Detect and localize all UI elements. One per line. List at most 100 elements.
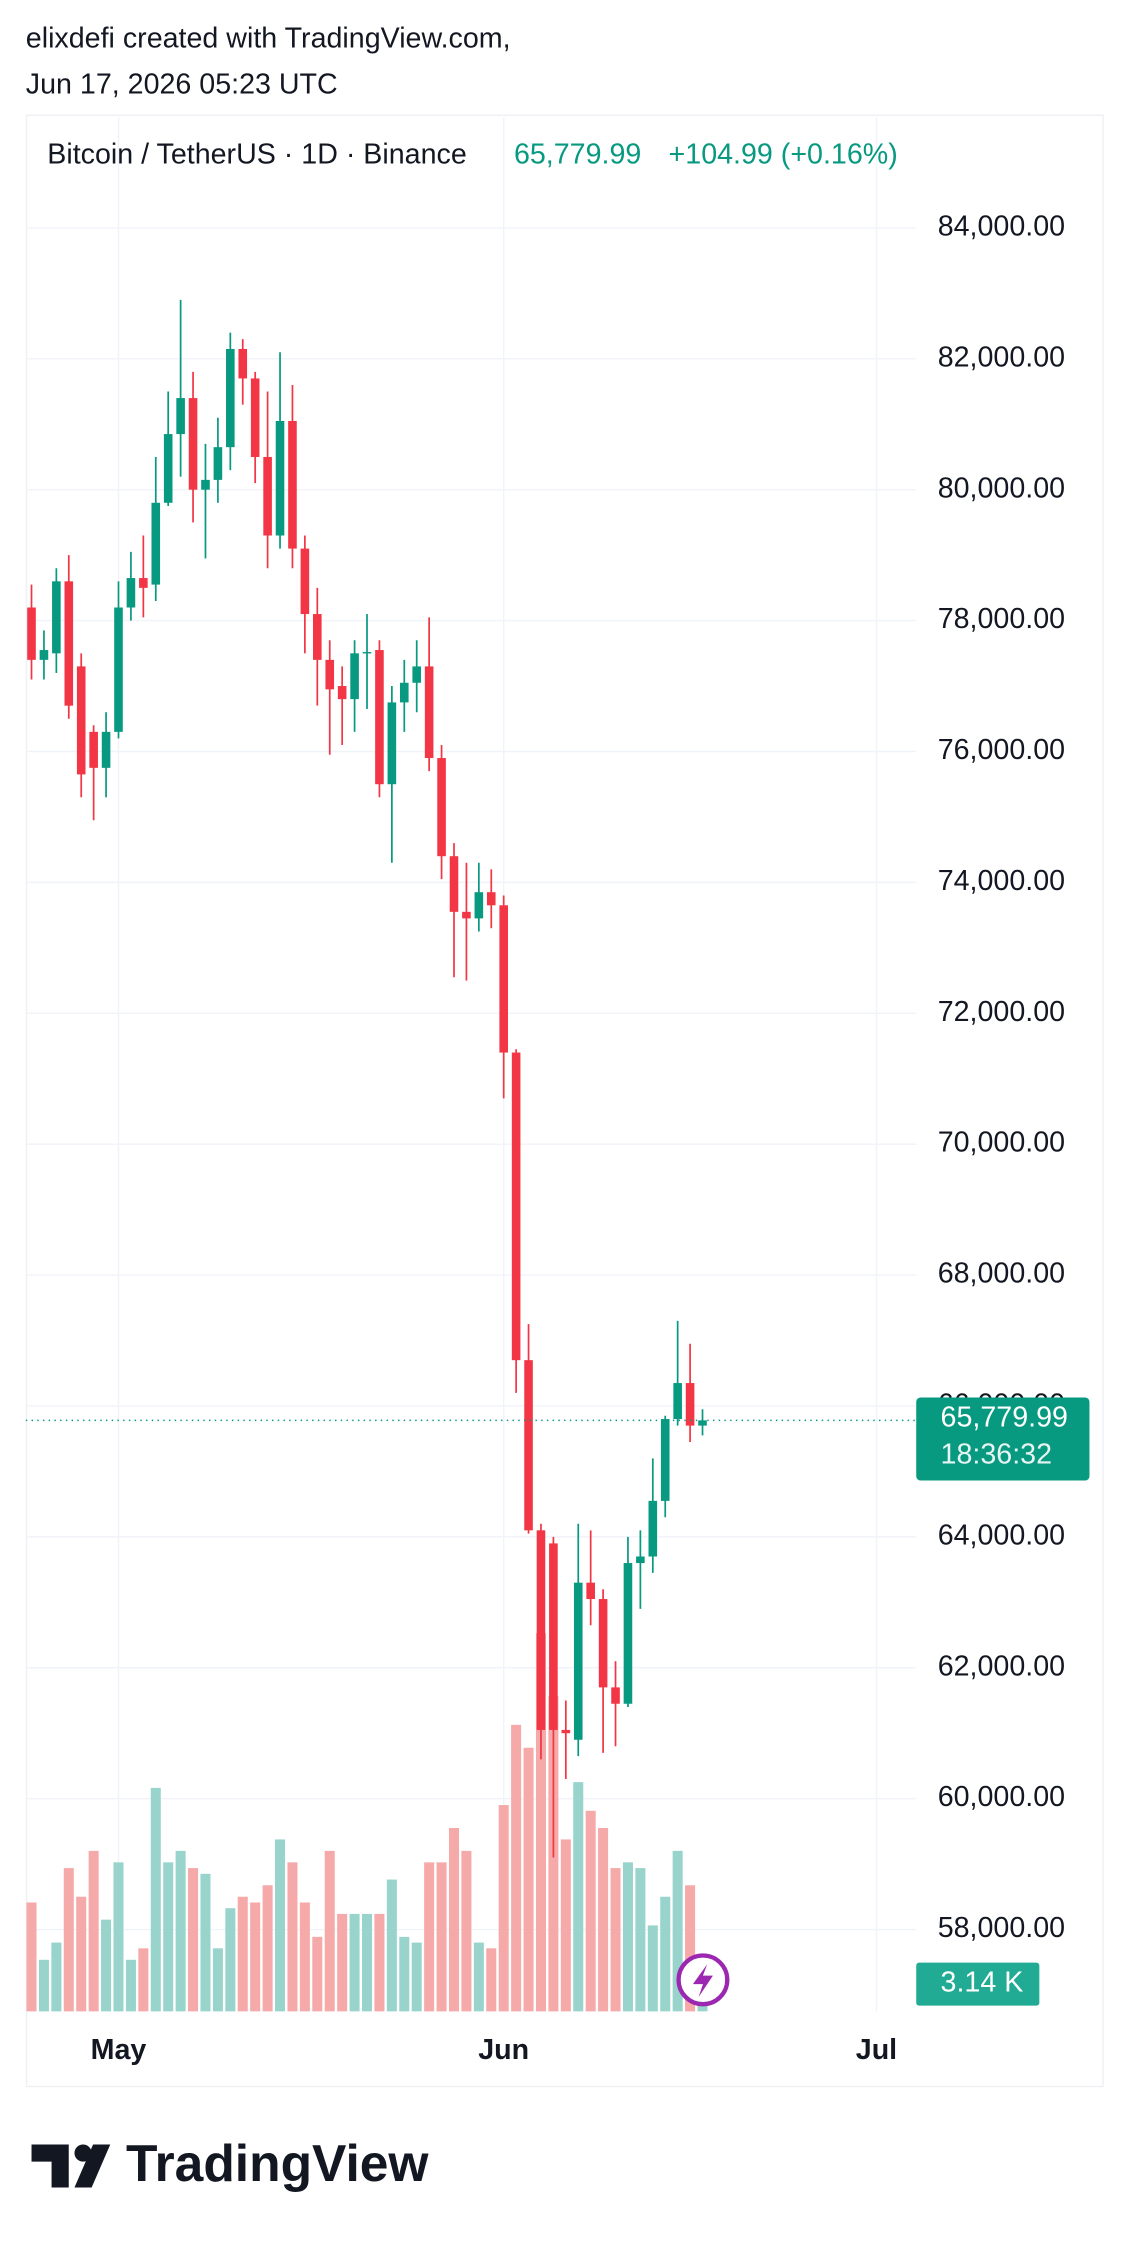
volume-bar: [262, 1885, 273, 2012]
volume-bar: [523, 1747, 534, 2012]
volume-bar: [250, 1902, 261, 2012]
volume-bar: [647, 1925, 658, 2012]
symbol: Bitcoin / TetherUS · 1D · Binance: [47, 139, 467, 171]
volume-bar: [237, 1896, 248, 2012]
volume-bar: [101, 1919, 112, 2012]
volume-bar: [188, 1868, 199, 2012]
candle-body: [362, 652, 372, 654]
brand: TradingView: [126, 2134, 429, 2192]
chart-frame: [25, 114, 1104, 2088]
volume-bar: [312, 1936, 323, 2012]
icon-bolt: [692, 1964, 713, 1998]
volume-bar: [324, 1850, 335, 2012]
candle-body: [325, 659, 335, 690]
candle-body: [573, 1582, 583, 1740]
candle-body: [263, 456, 272, 536]
candle-body: [201, 479, 210, 490]
header-change: +104.99 (+0.16%): [669, 139, 898, 171]
candle-body: [511, 1052, 521, 1361]
candle-body: [213, 447, 223, 480]
y-tick-label: 82,000.00: [938, 341, 1065, 373]
last-price-box: [916, 1397, 1090, 1481]
logo-dot: [74, 2144, 92, 2162]
volume-bar: [125, 1959, 136, 2012]
volume-bar: [38, 1959, 49, 2012]
volume-bar: [486, 1948, 497, 2012]
volume-bar: [386, 1879, 397, 2012]
volume-bar: [473, 1942, 484, 2012]
candle-body: [549, 1543, 558, 1730]
candle-body: [337, 686, 347, 700]
candle-body: [387, 702, 397, 785]
candle-body: [636, 1556, 645, 1564]
x-tick-label: Jun: [478, 2034, 529, 2066]
y-tick-label: 64,000.00: [938, 1519, 1065, 1551]
y-tick-label: 74,000.00: [938, 865, 1065, 897]
volume-bar: [88, 1850, 99, 2012]
volume-bar: [374, 1913, 385, 2012]
candle-body: [176, 398, 185, 435]
candle-body: [350, 653, 359, 700]
y-tick-label: 70,000.00: [938, 1127, 1065, 1159]
volume-bar: [411, 1942, 422, 2012]
volume-bar: [337, 1913, 348, 2012]
volume-label: 3.14 K: [941, 1967, 1024, 1999]
candle-body: [188, 398, 198, 490]
candle-body: [64, 581, 74, 706]
y-tick-label: 80,000.00: [938, 472, 1065, 504]
y-tick-label: 62,000.00: [938, 1650, 1065, 1682]
volume-bar: [672, 1850, 683, 2012]
candle-body: [424, 666, 434, 759]
volume-box: [916, 1962, 1040, 2006]
candle-body: [623, 1563, 633, 1704]
volume-bar: [51, 1942, 62, 2012]
y-tick-label: 78,000.00: [938, 603, 1065, 635]
volume-bar: [212, 1948, 223, 2012]
candle-body: [163, 434, 173, 503]
volume-pane: [26, 1633, 708, 2012]
volume-bar: [448, 1827, 460, 2012]
volume-bar: [424, 1862, 435, 2012]
y-tick-label: 68,000.00: [938, 1258, 1065, 1290]
candle-body: [449, 856, 459, 912]
y-tick-label: 76,000.00: [938, 734, 1065, 766]
timestamp: Jun 17, 2026 05:23 UTC: [26, 68, 338, 100]
volume-bar: [287, 1862, 298, 2012]
volume-bar: [150, 1787, 161, 2012]
volume-bar: [436, 1862, 447, 2012]
candle-body: [151, 502, 161, 585]
candle-body: [238, 348, 248, 379]
volume-bar: [461, 1850, 472, 2012]
logo-mark: [31, 2144, 69, 2188]
volume-bar: [349, 1913, 360, 2012]
candle-body: [139, 578, 148, 588]
candle-body: [486, 892, 496, 906]
candle-body: [536, 1530, 546, 1730]
volume-bar: [685, 1885, 696, 2012]
volume-bar: [635, 1868, 646, 2012]
candle-body: [660, 1419, 670, 1501]
candle-body: [474, 892, 484, 919]
candle-body: [300, 548, 310, 615]
candle-body: [611, 1687, 620, 1704]
volume-bar: [560, 1839, 571, 2012]
candle-body: [499, 905, 508, 1053]
y-tick-label: 58,000.00: [938, 1912, 1065, 1944]
volume-bar: [573, 1782, 584, 2012]
y-tick-label: 60,000.00: [938, 1781, 1065, 1813]
candle-body: [673, 1383, 682, 1420]
candle-body: [114, 607, 123, 732]
volume-bar: [622, 1862, 633, 2012]
volume-bar: [585, 1810, 596, 2012]
last-price-label: 65,779.99: [941, 1401, 1068, 1433]
logo-slash: [74, 2144, 111, 2188]
axes: 58,000.0060,000.0062,000.0064,000.0066,0…: [25, 210, 1090, 2066]
author-line: elixdefi created with TradingView.com,: [26, 23, 511, 55]
candle-body: [437, 758, 446, 857]
volume-bar: [225, 1908, 236, 2012]
volume-bar: [275, 1839, 286, 2012]
lightning-icon[interactable]: [676, 1953, 730, 2007]
candle-body: [52, 581, 61, 654]
candle-body: [598, 1599, 608, 1688]
